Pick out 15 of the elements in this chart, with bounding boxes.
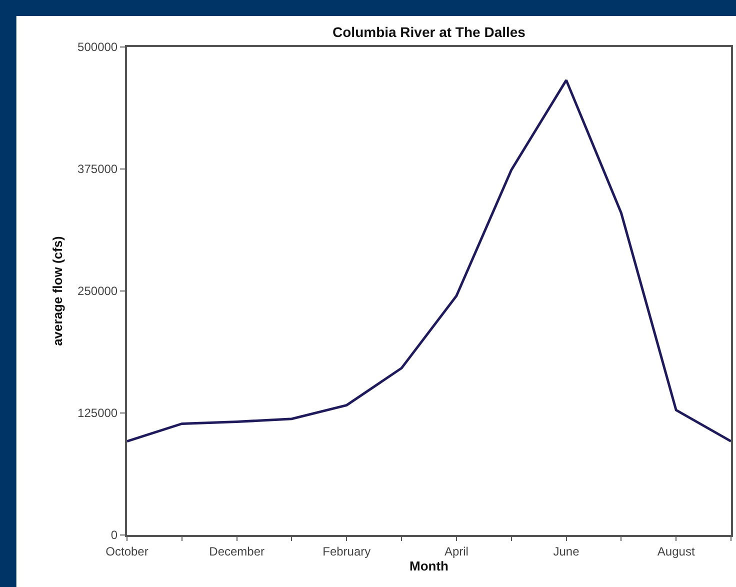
x-tick-label: February [322, 544, 371, 558]
x-tick-label: October [106, 544, 148, 558]
y-tick-label: 500000 [78, 40, 118, 54]
y-tick-label: 0 [110, 528, 118, 542]
chart-title: Columbia River at The Dalles [332, 24, 526, 40]
x-tick-label: June [553, 544, 580, 558]
x-axis-title: Month [410, 558, 449, 574]
x-tick-label: December [209, 544, 264, 558]
line-series [127, 78, 731, 443]
x-tick-label: August [657, 544, 696, 558]
y-tick-label: 250000 [78, 284, 118, 298]
y-axis-title: average flow (cfs) [50, 236, 66, 346]
y-tick-label: 375000 [78, 162, 118, 176]
y-tick-label: 125000 [78, 406, 118, 420]
x-tick-label: April [444, 544, 468, 558]
